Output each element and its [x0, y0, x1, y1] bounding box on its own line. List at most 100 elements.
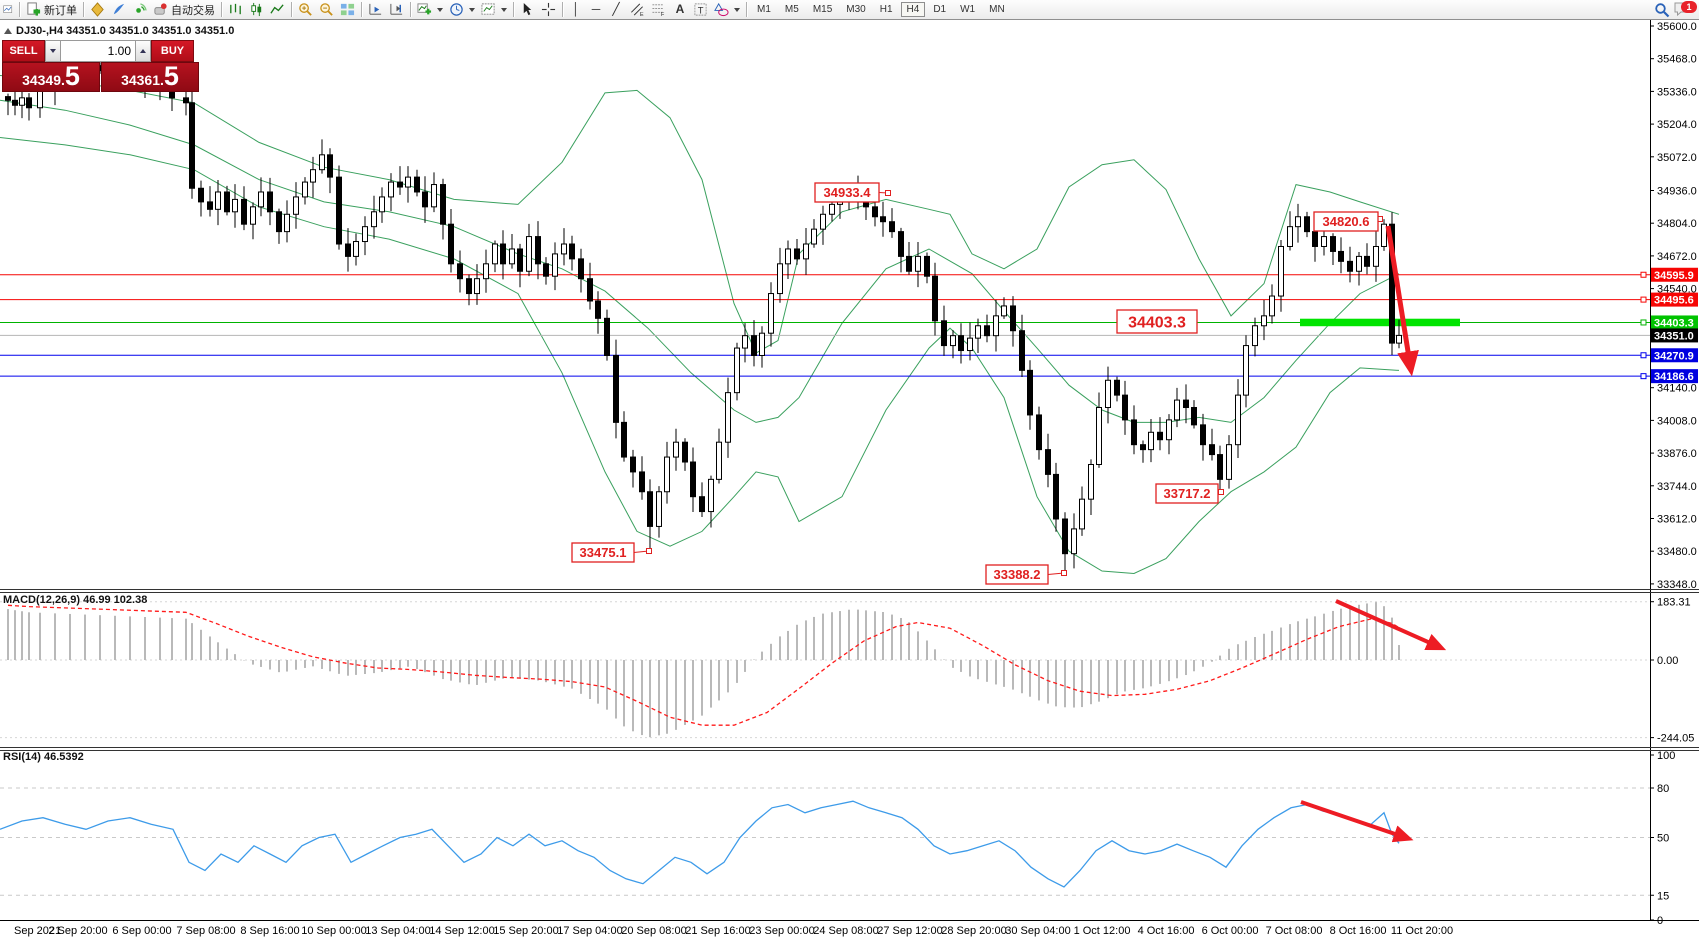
timeframe-group: M1 M5 M15 M30 H1 H4 D1 W1 MN: [750, 0, 1012, 19]
macd-indicator-label: MACD(12,26,9) 46.99 102.38: [3, 594, 148, 606]
autotrading-icon: [153, 2, 168, 17]
tab-timeframe-m30[interactable]: M30: [846, 4, 866, 15]
ohlc-bars-icon[interactable]: [225, 1, 246, 18]
svg-text:Sep 2021: Sep 2021: [14, 925, 61, 937]
tab-timeframe-h4[interactable]: H4: [900, 2, 926, 17]
svg-text:0.00: 0.00: [1657, 655, 1678, 667]
contact-icon[interactable]: [108, 1, 129, 18]
search-icon[interactable]: [1651, 1, 1673, 18]
svg-text:23 Sep 00:00: 23 Sep 00:00: [749, 925, 814, 937]
new-order-button[interactable]: 新订单: [23, 1, 80, 18]
svg-text:34008.0: 34008.0: [1657, 415, 1697, 427]
candlestick-chart-icon[interactable]: [246, 1, 267, 18]
svg-text:34403.3: 34403.3: [1654, 317, 1694, 329]
tab-timeframe-w1[interactable]: W1: [960, 4, 976, 15]
sell-price-pips: 5: [64, 61, 80, 91]
level-lines: [0, 271, 1650, 380]
panel-frame: [0, 19, 1699, 921]
periods-dropdown[interactable]: [446, 1, 478, 18]
support-highlight-bar: [1300, 318, 1460, 327]
chart-title-text: DJ30-,H4 34351.0 34351.0 34351.0 34351.0: [16, 25, 235, 37]
bollinger-bands: [0, 75, 1400, 575]
signal-icon[interactable]: [129, 1, 150, 18]
volume-increase-button[interactable]: [135, 40, 151, 62]
toolbar-separator: [19, 2, 20, 17]
rsi-panel: 100 80 50 15 0: [0, 750, 1675, 927]
chart-window-icon[interactable]: [0, 1, 16, 18]
tab-timeframe-m15[interactable]: M15: [812, 4, 833, 15]
text-label-tool[interactable]: T: [690, 1, 711, 18]
svg-text:0: 0: [1657, 915, 1663, 927]
svg-text:33612.0: 33612.0: [1657, 513, 1697, 525]
main-toolbar: 新订单 自动交易 │ ─ ╱ E F A T: [0, 0, 1699, 20]
svg-text:20 Sep 08:00: 20 Sep 08:00: [621, 925, 686, 937]
buy-price-main: 34361.: [121, 72, 164, 88]
svg-text:183.31: 183.31: [1657, 597, 1691, 609]
svg-text:27 Sep 12:00: 27 Sep 12:00: [877, 925, 942, 937]
toolbar-separator: [83, 2, 84, 17]
shapes-dropdown[interactable]: [711, 1, 743, 18]
sell-price-main: 34349.: [22, 72, 65, 88]
svg-text:8 Oct 16:00: 8 Oct 16:00: [1330, 925, 1387, 937]
svg-text:7 Sep 08:00: 7 Sep 08:00: [176, 925, 235, 937]
svg-text:T: T: [698, 5, 704, 15]
volume-input[interactable]: [61, 40, 135, 62]
line-chart-icon[interactable]: [267, 1, 288, 18]
tile-windows-icon[interactable]: [337, 1, 358, 18]
notifications-button[interactable]: 1: [1673, 0, 1697, 19]
toolbar-separator: [410, 2, 411, 17]
new-order-label: 新订单: [44, 4, 77, 17]
svg-text:34495.6: 34495.6: [1654, 295, 1694, 307]
volume-decrease-button[interactable]: [45, 40, 61, 62]
svg-text:21 Sep 16:00: 21 Sep 16:00: [685, 925, 750, 937]
svg-text:34804.0: 34804.0: [1657, 218, 1697, 230]
toolbar-separator: [361, 2, 362, 17]
crosshair-icon[interactable]: [538, 1, 559, 18]
autotrading-button[interactable]: 自动交易: [150, 1, 218, 18]
svg-text:50: 50: [1657, 833, 1669, 845]
svg-text:6 Oct 00:00: 6 Oct 00:00: [1202, 925, 1259, 937]
chevron-down-icon: [469, 7, 475, 12]
cursor-icon[interactable]: [517, 1, 538, 18]
templates-dropdown[interactable]: [478, 1, 510, 18]
chart-shift-icon[interactable]: [386, 1, 407, 18]
horizontal-line-tool[interactable]: ─: [591, 2, 601, 16]
chart-title: DJ30-,H4 34351.0 34351.0 34351.0 34351.0: [4, 25, 234, 37]
chevron-down-icon: [501, 7, 507, 12]
svg-text:11 Oct 20:00: 11 Oct 20:00: [1391, 925, 1453, 937]
sell-price[interactable]: 34349. 5: [2, 62, 100, 92]
tab-timeframe-m1[interactable]: M1: [757, 4, 771, 15]
zoom-out-icon[interactable]: [316, 1, 337, 18]
vertical-line-tool[interactable]: │: [572, 2, 580, 16]
profiles-icon[interactable]: [87, 1, 108, 18]
add-indicator-dropdown[interactable]: [414, 1, 446, 18]
tab-timeframe-h1[interactable]: H1: [879, 4, 893, 15]
zoom-in-icon[interactable]: [295, 1, 316, 18]
rsi-indicator-label: RSI(14) 46.5392: [3, 751, 84, 763]
svg-text:10 Sep 00:00: 10 Sep 00:00: [301, 925, 366, 937]
sell-button[interactable]: SELL: [2, 40, 45, 62]
svg-text:F: F: [661, 12, 665, 17]
svg-text:14 Sep 12:00: 14 Sep 12:00: [429, 925, 494, 937]
buy-button[interactable]: BUY: [151, 40, 194, 62]
equidistant-channel-tool[interactable]: E: [626, 1, 648, 18]
svg-text:1 Oct 12:00: 1 Oct 12:00: [1074, 925, 1131, 937]
svg-text:35072.0: 35072.0: [1657, 152, 1697, 164]
auto-scroll-icon[interactable]: [365, 1, 386, 18]
autotrading-label: 自动交易: [171, 4, 215, 17]
collapse-marker-icon[interactable]: [4, 28, 12, 34]
svg-text:33480.0: 33480.0: [1657, 546, 1697, 558]
tab-timeframe-d1[interactable]: D1: [933, 4, 947, 15]
svg-text:15: 15: [1657, 890, 1669, 902]
text-tool[interactable]: A: [675, 2, 685, 16]
tab-timeframe-m5[interactable]: M5: [784, 4, 799, 15]
svg-text:35600.0: 35600.0: [1657, 21, 1697, 33]
fibonacci-tool[interactable]: F: [648, 1, 670, 18]
buy-price[interactable]: 34361. 5: [101, 62, 199, 92]
svg-text:34351.0: 34351.0: [1654, 330, 1694, 342]
trendline-tool[interactable]: ╱: [612, 2, 620, 16]
tab-timeframe-mn[interactable]: MN: [989, 4, 1005, 15]
svg-text:7 Oct 08:00: 7 Oct 08:00: [1266, 925, 1323, 937]
